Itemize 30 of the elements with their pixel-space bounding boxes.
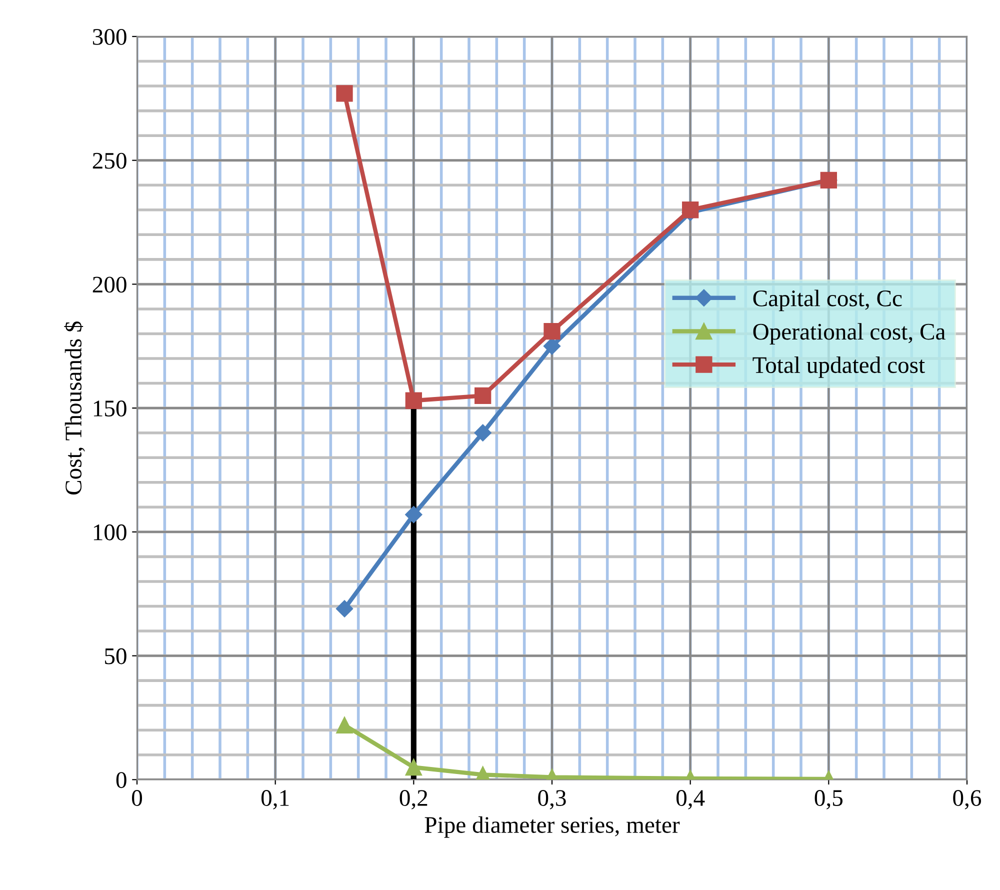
point — [682, 202, 699, 218]
x-tick-label: 0,2 — [400, 790, 428, 810]
y-tick-label: 300 — [92, 28, 126, 45]
point — [336, 600, 354, 618]
point — [336, 716, 353, 734]
x-tick-label: 0,5 — [814, 790, 842, 810]
point — [474, 424, 492, 442]
y-tick-label: 50 — [105, 648, 126, 664]
x-tick-label: 0 — [132, 790, 142, 806]
y-axis-title: Cost, Thousands $ — [64, 321, 85, 494]
x-tick-label: 0,1 — [261, 790, 289, 810]
point — [405, 758, 422, 776]
point — [405, 392, 422, 409]
point — [405, 506, 422, 524]
point — [544, 322, 560, 340]
y-tick-label: 150 — [94, 400, 126, 416]
x-tick-label: 0,4 — [676, 790, 705, 810]
y-tick-label: 250 — [92, 152, 126, 169]
x-tick-label: 0,3 — [538, 790, 566, 810]
x-tick-label: 0,6 — [953, 790, 982, 810]
point — [474, 387, 492, 404]
y-tick-label: 0 — [116, 772, 126, 788]
point — [543, 338, 561, 355]
y-tick-label: 200 — [92, 276, 126, 293]
x-axis-title: Pipe diameter series, meter — [424, 816, 680, 838]
legend-label: Total updated cost — [752, 356, 925, 378]
legend-label: Capital cost, Cc — [753, 290, 902, 312]
y-tick-label: 100 — [94, 524, 126, 540]
legend-label: Operational cost, Ca — [753, 323, 946, 345]
point — [336, 85, 353, 102]
